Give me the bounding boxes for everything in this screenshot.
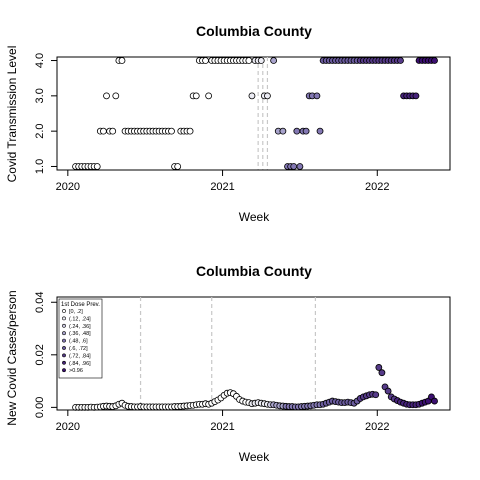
data-point (186, 127, 194, 135)
data-point (313, 92, 321, 100)
legend-entry-label: >0.96 (69, 368, 83, 374)
legend-entry-label: [0, .2] (69, 309, 83, 315)
data-point (112, 92, 120, 100)
y-axis: 1.0 2.0 3.0 4.0 (34, 53, 58, 174)
y-tick-label: 1.0 (34, 159, 46, 174)
vertical-reference-lines (257, 57, 269, 170)
data-point (375, 364, 383, 371)
data-point (316, 127, 324, 135)
data-point (290, 163, 298, 170)
legend-entry-label: (.12, .24] (69, 316, 91, 322)
x-axis: 2020 2021 2022 (56, 409, 390, 433)
data-point (103, 92, 110, 100)
y-tick-label: 0.00 (34, 397, 46, 418)
data-point (202, 57, 209, 64)
chart-title: Columbia County (196, 23, 312, 39)
legend-swatch (62, 360, 66, 365)
data-point (205, 92, 213, 100)
x-axis: 2020 2021 2022 (56, 169, 390, 193)
data-point (412, 92, 420, 100)
data-point (192, 92, 200, 100)
legend-swatch (62, 353, 66, 358)
legend-swatch (62, 338, 66, 343)
data-point (248, 92, 256, 100)
data-point (296, 163, 304, 170)
data-point (397, 57, 404, 64)
data-point (431, 397, 438, 405)
data-point (378, 369, 386, 377)
y-axis: 0.00 0.02 0.04 (34, 292, 58, 418)
cases-panel: Columbia County 2020 2021 2022 0.000.020.0… (5, 263, 451, 464)
legend-swatch (62, 368, 66, 373)
legend-entry-label: (.72, .84] (69, 353, 91, 359)
x-tick-label: 2021 (210, 181, 234, 193)
legend-swatch (62, 309, 66, 313)
plot-frame (56, 56, 451, 171)
y-tick-label: 0.04 (34, 292, 46, 313)
legend-entry-label: (.48, .6] (69, 339, 88, 345)
data-point (279, 127, 287, 135)
data-point (431, 57, 438, 64)
data-point (270, 57, 278, 64)
x-tick-label: 2020 (56, 181, 80, 193)
x-tick-label: 2021 (210, 421, 234, 433)
data-point (109, 127, 117, 135)
legend-swatch (62, 316, 66, 321)
legend-box (58, 298, 103, 379)
legend-entry-label: (.36, .48] (69, 331, 91, 337)
legend-entry-label: (.24, .36] (69, 324, 91, 330)
y-tick-label: 3.0 (34, 88, 46, 103)
data-point (372, 391, 380, 399)
x-tick-label: 2022 (365, 181, 389, 193)
legend-swatch (62, 331, 66, 336)
y-tick-label: 4.0 (34, 53, 46, 68)
transmission-panel: Columbia County 2020 2021 2022 1.0 2.0 3.0 4.… (5, 23, 451, 224)
data-point (302, 127, 310, 135)
data-point (264, 92, 271, 100)
data-point (257, 57, 265, 64)
data-points (72, 364, 438, 411)
data-point (293, 127, 301, 135)
vertical-reference-lines (139, 297, 316, 410)
legend-entry-label: (.84, .96] (69, 361, 91, 367)
data-point (100, 127, 107, 135)
x-axis-label: Week (239, 210, 270, 224)
plot-frame (56, 296, 451, 411)
chart-title: Columbia County (196, 263, 312, 279)
y-axis-label: Covid Transmission Level (5, 46, 19, 183)
y-tick-label: 2.0 (34, 124, 46, 139)
data-point (174, 163, 182, 170)
legend-entries: [0, .2](.12, .24] (.24, .36](.36, .48] (.4… (62, 309, 91, 374)
x-axis-label: Week (239, 450, 270, 464)
x-tick-label: 2020 (56, 421, 80, 433)
data-point (118, 57, 126, 64)
data-point (245, 57, 253, 64)
legend-entry-label: (.6, .72] (69, 346, 88, 352)
legend: 1st Dose Prev. [0, .2](.12, .24] (.24, .3… (58, 298, 103, 379)
data-point (168, 127, 175, 135)
y-axis-label: New Covid Cases/person (5, 290, 19, 425)
legend-swatch (62, 323, 66, 328)
y-tick-label: 0.02 (34, 344, 46, 365)
data-points (72, 57, 438, 170)
legend-title: 1st Dose Prev. (61, 302, 100, 308)
x-tick-label: 2022 (365, 421, 389, 433)
data-point (93, 163, 101, 170)
data-point (384, 387, 392, 395)
legend-swatch (62, 346, 66, 350)
